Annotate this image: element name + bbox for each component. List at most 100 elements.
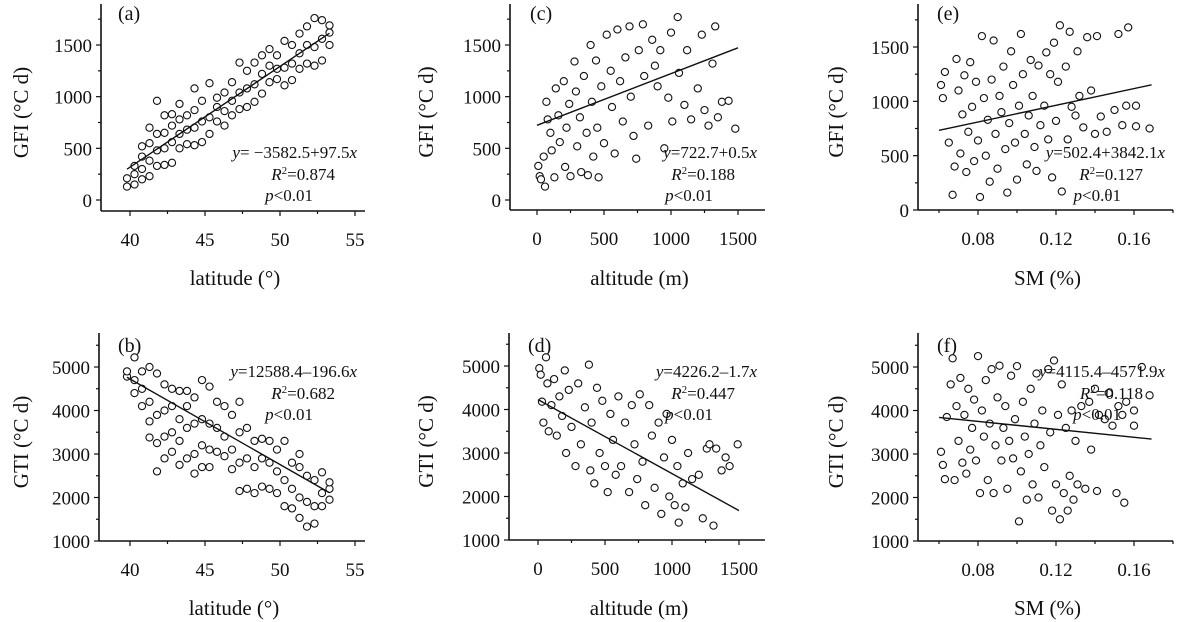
data-point	[1008, 454, 1018, 463]
data-point	[954, 86, 963, 95]
data-point	[725, 461, 734, 471]
data-point	[190, 141, 199, 150]
data-point	[1096, 112, 1105, 121]
data-point	[1020, 129, 1029, 139]
y-tick-label: 2000	[462, 488, 500, 509]
data-point	[130, 388, 139, 398]
data-point	[1086, 86, 1096, 95]
data-point	[954, 436, 963, 446]
data-point	[721, 453, 730, 462]
data-point	[257, 69, 267, 79]
data-point	[212, 93, 222, 102]
x-tick-label: 0.08	[961, 229, 994, 250]
data-point	[227, 445, 237, 454]
data-point	[325, 478, 334, 487]
data-point	[1014, 517, 1024, 526]
data-point	[552, 431, 561, 440]
data-point	[1051, 116, 1061, 126]
data-point	[227, 111, 237, 120]
data-point	[152, 410, 162, 420]
data-point	[190, 419, 199, 428]
data-point	[981, 375, 990, 385]
data-point	[574, 379, 583, 388]
data-point	[536, 175, 546, 184]
panel-a: 40 45 50 55 0 500 1000 1500 latitude (°) GFI (°C …	[9, 3, 365, 290]
data-point	[595, 448, 604, 458]
panel-label: (d)	[528, 335, 551, 357]
data-point	[287, 504, 297, 513]
data-point	[575, 113, 585, 122]
data-point	[686, 115, 696, 124]
data-point	[564, 385, 573, 395]
data-point	[220, 106, 229, 116]
data-point	[160, 160, 169, 170]
data-point	[1026, 55, 1035, 65]
data-point	[190, 105, 199, 115]
data-point	[1071, 111, 1080, 120]
data-point	[591, 56, 601, 65]
data-point	[635, 390, 644, 399]
y-tick-label: 4000	[462, 401, 500, 422]
data-point	[242, 454, 252, 463]
data-point	[555, 392, 564, 401]
data-point	[616, 461, 626, 471]
data-point	[973, 136, 983, 145]
data-point	[586, 40, 595, 50]
x-tick-label: 50	[271, 560, 290, 581]
y-tick-label: 1000	[52, 532, 90, 553]
panel-label: (f)	[937, 335, 957, 357]
data-point	[991, 441, 1000, 450]
data-point	[1005, 436, 1014, 446]
data-point	[1069, 495, 1078, 504]
regression-line	[126, 376, 330, 494]
y-tick-label: 3000	[871, 445, 909, 466]
data-point	[182, 401, 192, 411]
data-point	[1112, 488, 1121, 498]
data-point	[666, 28, 676, 37]
data-point	[683, 448, 693, 458]
x-tick-label: 0	[533, 559, 543, 580]
data-point	[1036, 121, 1045, 130]
data-point	[981, 151, 990, 160]
data-point	[659, 453, 669, 462]
data-point	[152, 96, 162, 105]
data-point	[130, 180, 139, 189]
data-point	[295, 493, 304, 502]
data-point	[317, 56, 327, 65]
data-point	[985, 177, 994, 186]
data-point	[310, 502, 319, 511]
data-point	[539, 152, 548, 161]
data-point	[570, 57, 579, 66]
data-point	[660, 144, 669, 153]
data-point	[967, 102, 977, 111]
x-tick-label: 0.12	[1039, 560, 1072, 581]
regression-line	[938, 416, 1152, 440]
panel-c: 0 500 1000 1500 0 500 1000 1500 altitude (m) GFI …	[414, 3, 765, 290]
x-tick-label: 0	[532, 229, 542, 250]
data-point	[250, 488, 259, 498]
data-point	[145, 362, 154, 372]
x-tick-label: 0.16	[1117, 560, 1150, 581]
r-squared: R2=0.118	[1079, 384, 1143, 403]
x-tick-label: 50	[271, 230, 290, 251]
data-point	[667, 435, 677, 445]
y-tick-label: 1000	[54, 88, 92, 109]
data-point	[640, 71, 649, 81]
y-tick-label: 500	[881, 147, 910, 168]
data-point	[317, 468, 327, 477]
x-tick-label: 0.08	[961, 560, 994, 581]
data-point	[541, 353, 551, 362]
data-point	[1018, 397, 1028, 406]
data-point	[664, 93, 673, 102]
data-point	[160, 432, 169, 441]
data-point	[235, 486, 244, 496]
data-point	[653, 82, 662, 91]
data-point	[964, 127, 973, 136]
data-point	[546, 128, 555, 137]
data-point	[182, 140, 192, 149]
data-point	[1024, 111, 1033, 120]
data-point	[668, 117, 677, 126]
data-point	[993, 393, 1002, 402]
data-point	[1057, 380, 1066, 389]
data-point	[600, 461, 610, 471]
